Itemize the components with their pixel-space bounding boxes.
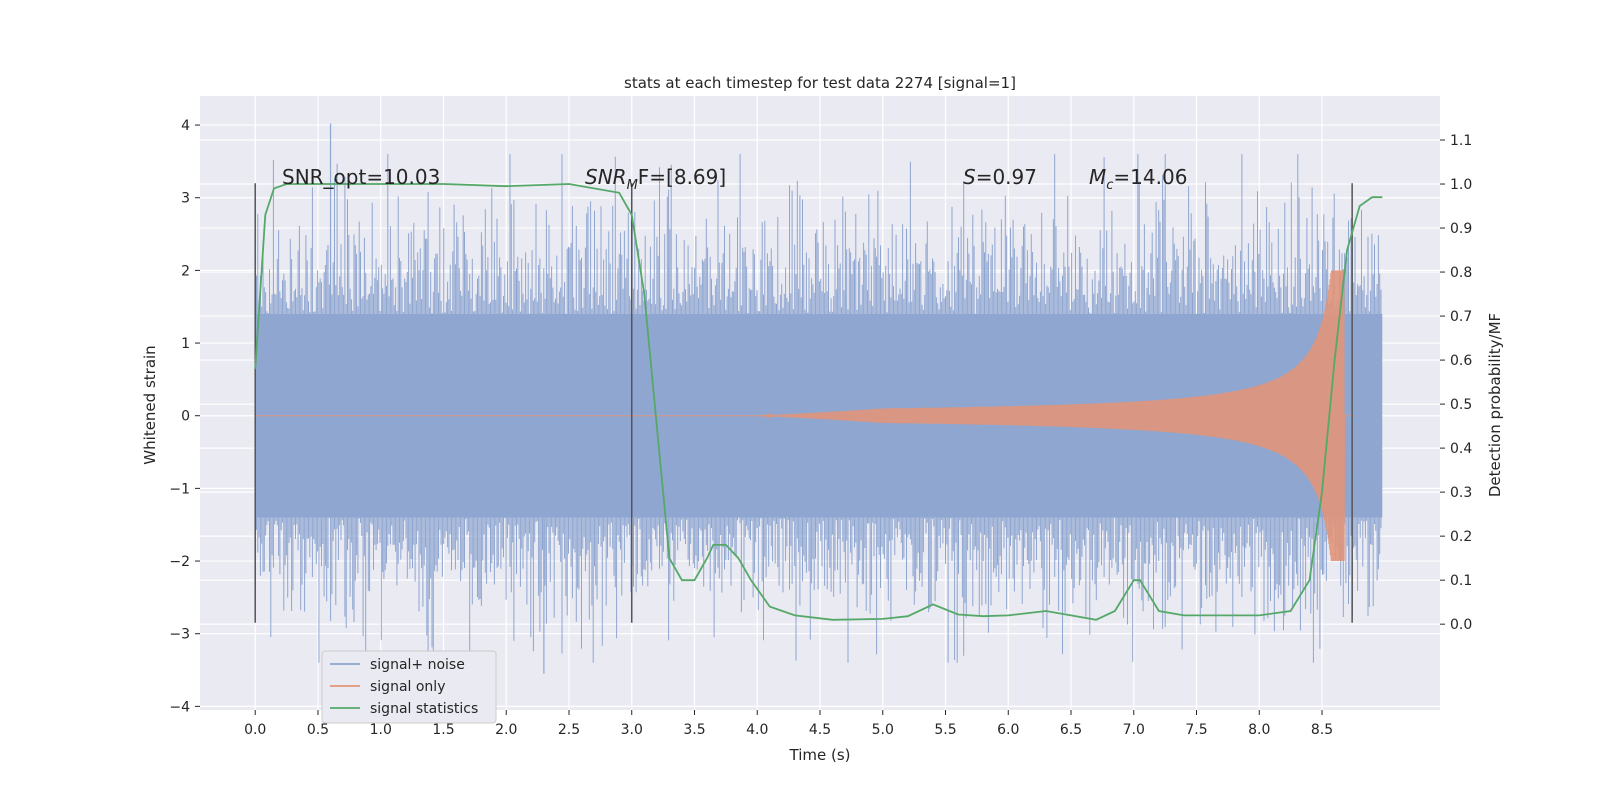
y-tick-label-right: 0.2 xyxy=(1450,529,1472,545)
y-tick-label-right: 0.9 xyxy=(1450,221,1472,237)
annotation-snr-mf: SNRMF=[8.69] xyxy=(585,165,726,193)
y-tick-labels-right: 0.0 0.1 0.2 0.3 0.4 0.5 0.6 0.7 0.8 0.9 1.0 1.1 xyxy=(1440,133,1472,633)
y-tick-label-left: 4 xyxy=(181,118,190,134)
x-tick-label: 1.5 xyxy=(432,722,454,738)
x-tick-label: 7.0 xyxy=(1123,722,1145,738)
y-tick-label-left: 0 xyxy=(181,409,190,425)
chart-title: stats at each timestep for test data 227… xyxy=(624,74,1016,92)
y-tick-label-left: −4 xyxy=(169,699,190,715)
y-tick-label-right: 0.1 xyxy=(1450,573,1472,589)
x-tick-label: 5.5 xyxy=(934,722,956,738)
x-tick-label: 4.0 xyxy=(746,722,768,738)
x-tick-label: 3.0 xyxy=(621,722,643,738)
annotation-s: S=0.97 xyxy=(963,165,1037,189)
legend-label-signal-statistics: signal statistics xyxy=(370,701,478,717)
y-tick-label-right: 0.5 xyxy=(1450,397,1472,413)
legend-label-signal-only: signal only xyxy=(370,679,445,695)
y-tick-label-right: 0.6 xyxy=(1450,353,1472,369)
x-tick-label: 1.0 xyxy=(370,722,392,738)
y-tick-label-right: 1.1 xyxy=(1450,133,1472,149)
x-tick-label: 2.5 xyxy=(558,722,580,738)
y-tick-labels-left: −4 −3 −2 −1 0 1 2 3 4 xyxy=(169,118,200,715)
y-axis-label-right: Detection probability/MF xyxy=(1486,313,1504,497)
x-tick-label: 7.5 xyxy=(1185,722,1207,738)
x-tick-label: 0.5 xyxy=(307,722,329,738)
y-tick-label-right: 0.4 xyxy=(1450,441,1472,457)
signal-only-series xyxy=(255,270,1354,562)
marker-lines xyxy=(254,183,1353,623)
x-tick-label: 6.5 xyxy=(1060,722,1082,738)
x-tick-label: 2.0 xyxy=(495,722,517,738)
y-tick-label-left: 3 xyxy=(181,191,190,207)
y-tick-label-right: 1.0 xyxy=(1450,177,1472,193)
legend-box xyxy=(321,650,497,724)
y-tick-label-left: −2 xyxy=(169,554,190,570)
y-tick-label-left: 2 xyxy=(181,263,190,279)
x-tick-label: 3.5 xyxy=(683,722,705,738)
y-tick-label-right: 0.8 xyxy=(1450,265,1472,281)
x-tick-label: 4.5 xyxy=(809,722,831,738)
x-axis-label: Time (s) xyxy=(789,746,851,764)
x-tick-label: 8.5 xyxy=(1311,722,1333,738)
x-tick-label: 6.0 xyxy=(997,722,1019,738)
y-tick-label-left: −1 xyxy=(169,481,190,497)
x-tick-label: 0.0 xyxy=(244,722,266,738)
x-tick-labels: 0.0 0.5 1.0 1.5 2.0 2.5 3.0 3.5 4.0 4.5 5.0 5.5 6.0 6… xyxy=(244,710,1333,738)
y-tick-label-left: 1 xyxy=(181,336,190,352)
annotation-snr-opt: SNR_opt=10.03 xyxy=(282,165,440,189)
y-tick-label-right: 0.3 xyxy=(1450,485,1472,501)
y-tick-label-left: −3 xyxy=(169,627,190,643)
x-tick-label: 8.0 xyxy=(1248,722,1270,738)
legend-label-signal-noise: signal+ noise xyxy=(370,657,465,673)
y-tick-label-right: 0.0 xyxy=(1450,617,1472,633)
annotation-mc: Mc=14.06 xyxy=(1089,165,1187,193)
x-tick-label: 5.0 xyxy=(872,722,894,738)
signal-statistics-line xyxy=(254,183,1383,621)
signal-only-line xyxy=(255,270,1354,562)
y-tick-label-right: 0.7 xyxy=(1450,309,1472,325)
y-axis-label-left: Whitened strain xyxy=(141,345,159,464)
legend: signal+ noise signal only signal statist… xyxy=(321,650,497,724)
